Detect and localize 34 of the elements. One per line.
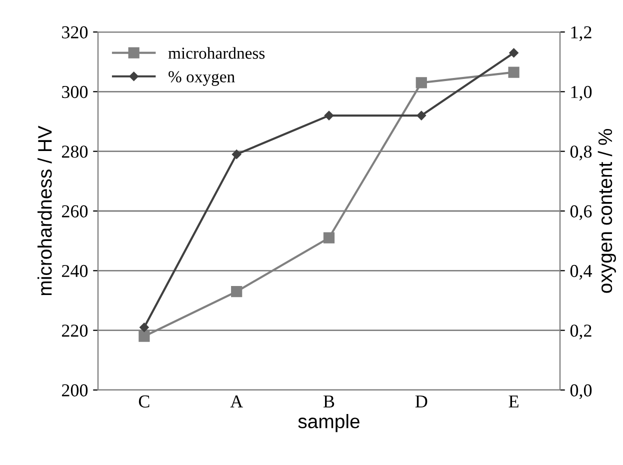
x-axis-title: sample [298, 414, 360, 432]
y2-axis-title: oxygen content / % [598, 128, 616, 293]
y-tick-label: 320 [62, 26, 88, 38]
point [323, 232, 335, 244]
y2-tick-label: 1,2 [571, 26, 592, 42]
x-tick-label: B [323, 396, 334, 408]
y2-tick-label: 0,8 [570, 146, 592, 160]
y2-tick-label: 0,6 [570, 205, 592, 220]
x-tick-label: C [138, 395, 150, 408]
point [416, 77, 427, 88]
point [232, 150, 242, 159]
point [140, 322, 149, 332]
legend-label: % oxygen [168, 71, 235, 86]
point [509, 48, 518, 58]
point [416, 110, 426, 120]
y-tick-label: 280 [62, 146, 88, 158]
y-tick-label: 220 [62, 324, 88, 337]
point [231, 286, 242, 298]
y-tick-label: 240 [62, 264, 88, 278]
x-tick-label: A [230, 395, 243, 408]
y2-tick-label: 0,2 [570, 324, 592, 340]
x-tick-label: D [415, 396, 428, 408]
y-axis-title: microhardness / HV [38, 126, 52, 296]
y-tick-label: 300 [62, 86, 88, 98]
y2-tick-label: 1,0 [571, 86, 592, 101]
point [324, 110, 334, 120]
point [138, 330, 150, 342]
y-tick-label: 260 [62, 205, 88, 218]
x-tick-label: E [508, 396, 518, 408]
legend-label: microhardness [168, 47, 265, 59]
y-tick-label: 200 [62, 384, 88, 396]
point [508, 66, 520, 78]
y2-tick-label: 0,0 [570, 384, 592, 400]
y2-tick-label: 0,4 [570, 264, 592, 280]
